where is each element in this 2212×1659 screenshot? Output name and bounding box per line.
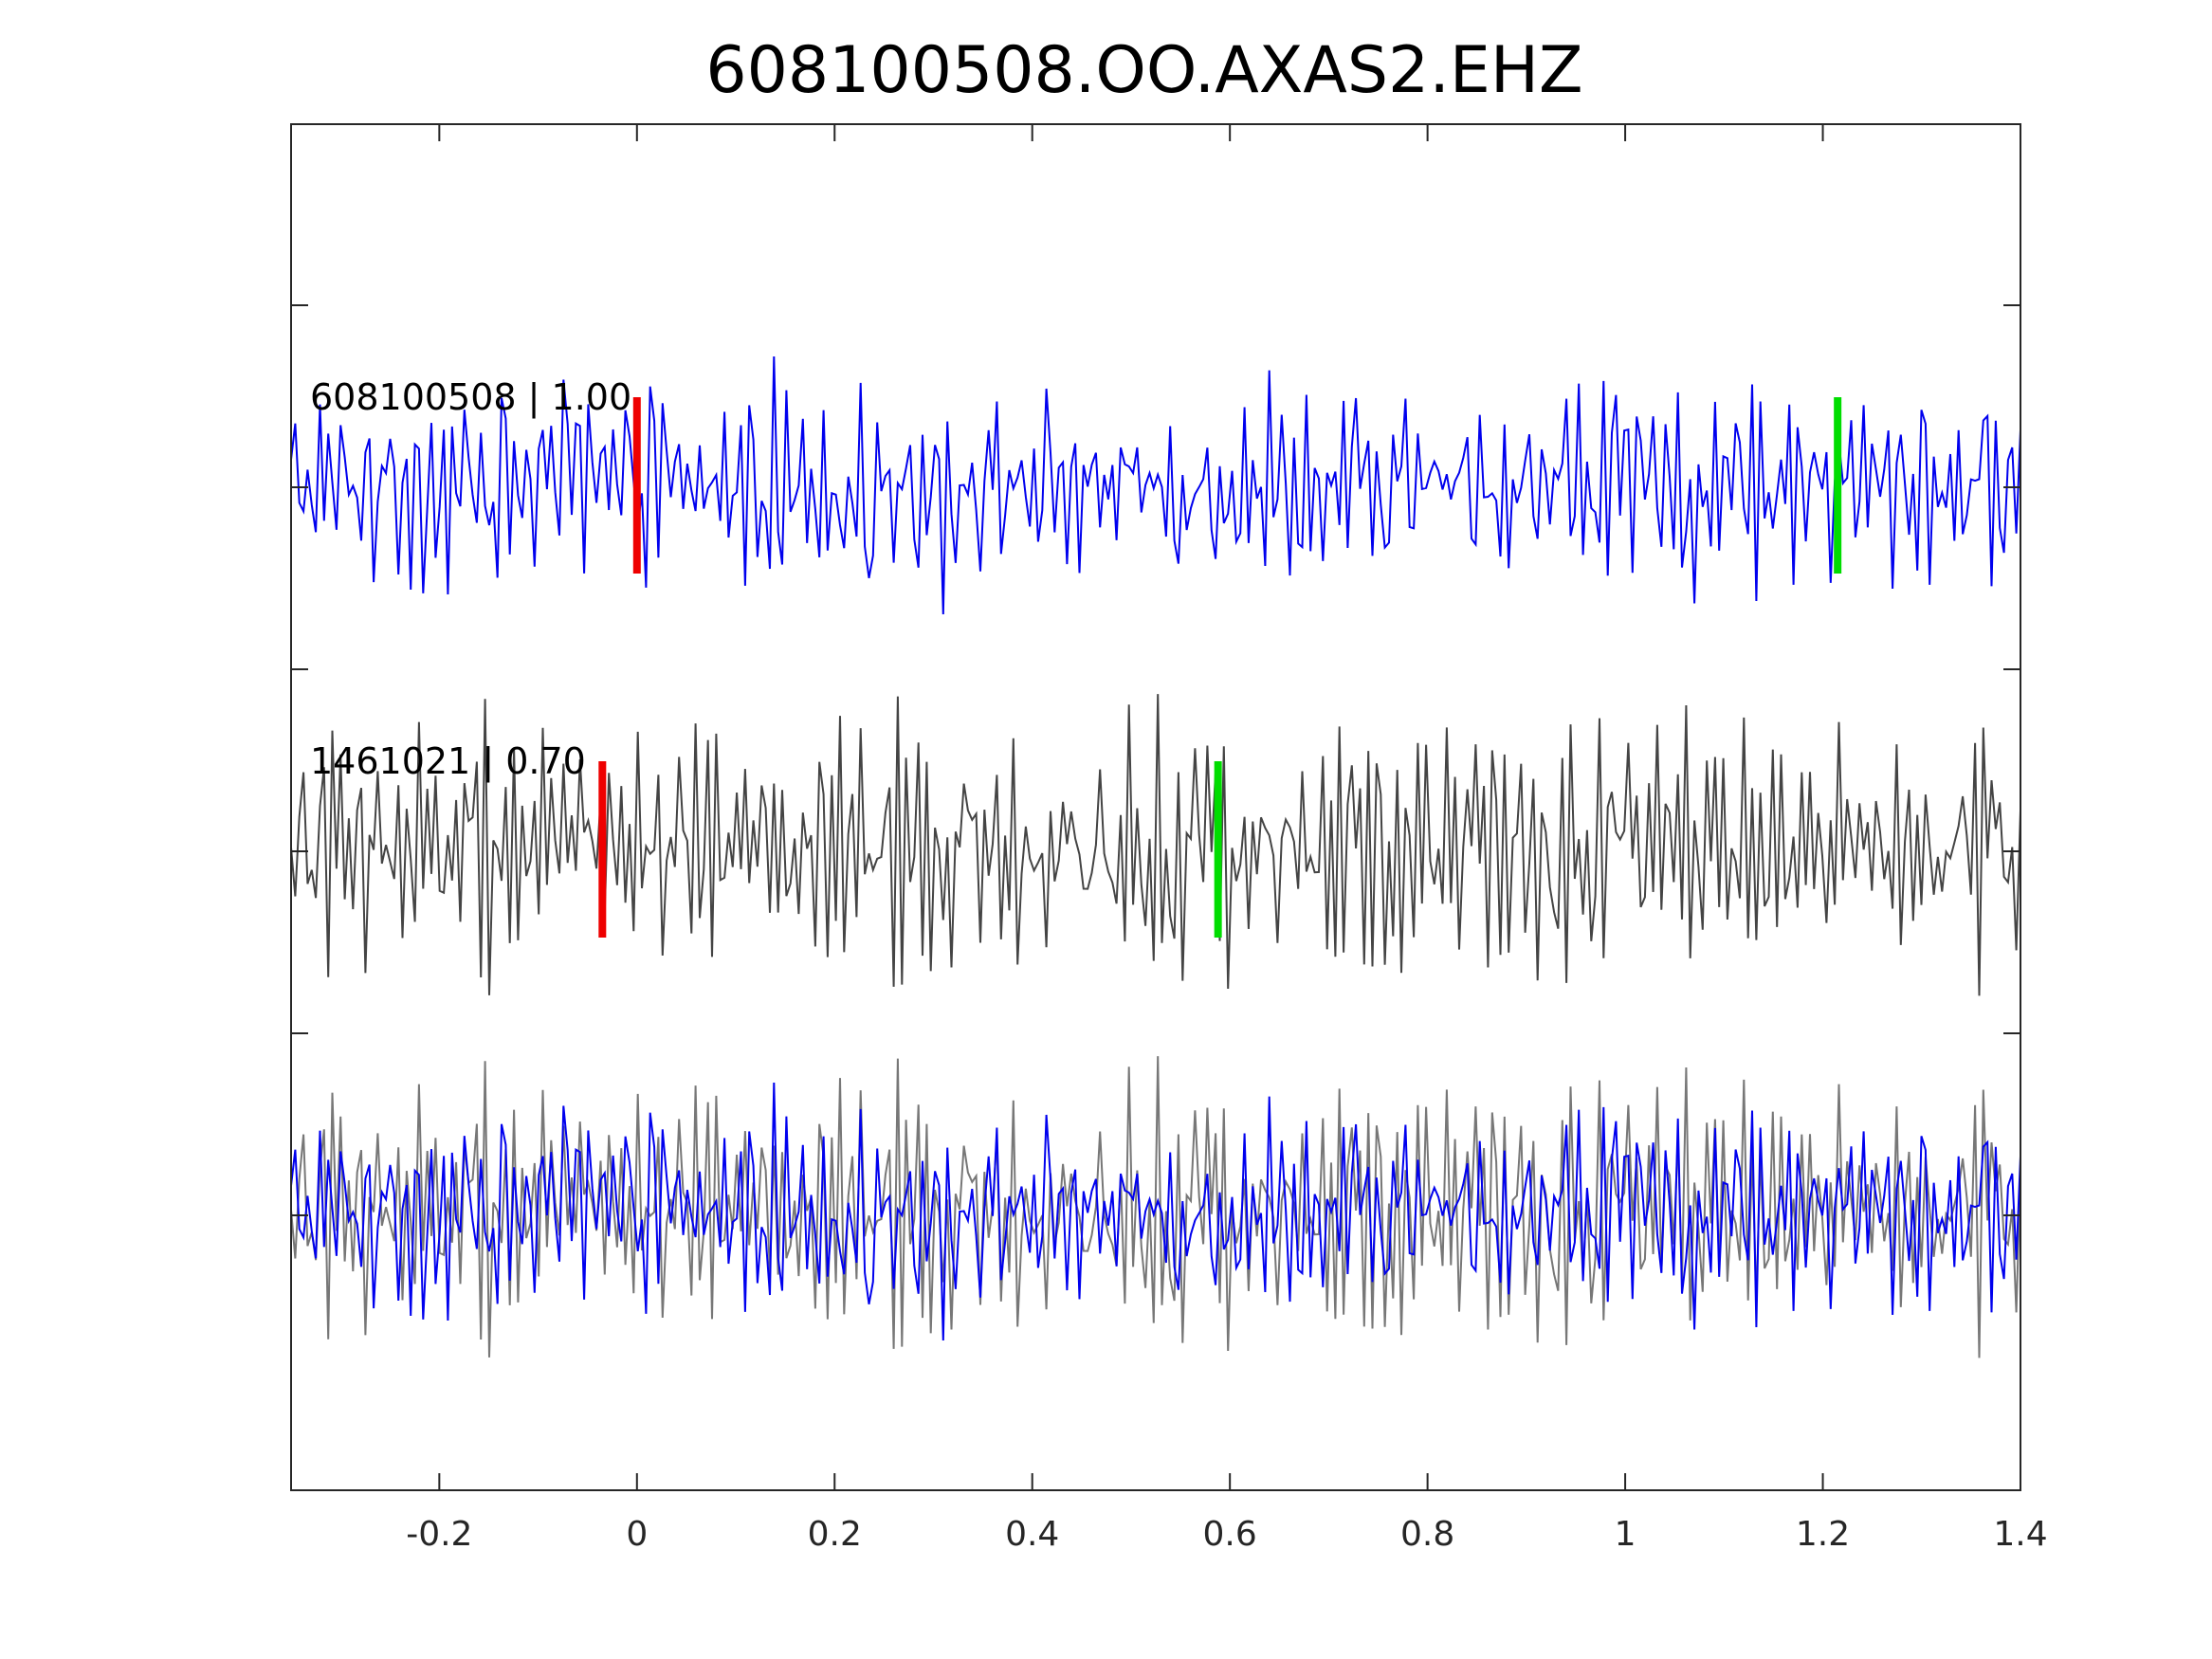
overlay-template-line: [290, 1082, 2021, 1341]
plot-frame: [290, 123, 2021, 1491]
x-tick-label: 0.4: [1005, 1515, 1059, 1554]
x-tick-label: 0.6: [1203, 1515, 1257, 1554]
x-tick-label: 0.2: [808, 1515, 862, 1554]
x-tick-label: 0.8: [1400, 1515, 1454, 1554]
template-trace-line: [290, 356, 2021, 615]
chart-title: 608100508.OO.AXAS2.EHZ: [705, 33, 1582, 108]
x-tick-label: 1: [1615, 1515, 1636, 1554]
x-tick-label: 1.2: [1796, 1515, 1850, 1554]
detection-trace-line: [290, 694, 2021, 996]
x-tick-label: 0: [626, 1515, 648, 1554]
trace-label-template: 608100508 | 1.00: [310, 376, 631, 419]
traces-layer: [290, 356, 2021, 1358]
picks-layer: [598, 397, 1842, 938]
axis-ticks: -0.2 0 0.2 0.4 0.6 0.8 1 1.2 1.4: [291, 124, 2048, 1554]
x-tick-label: -0.2: [406, 1515, 472, 1554]
x-tick-label: 1.4: [1993, 1515, 2047, 1554]
trace-label-detection: 1461021 | 0.70: [310, 740, 586, 783]
